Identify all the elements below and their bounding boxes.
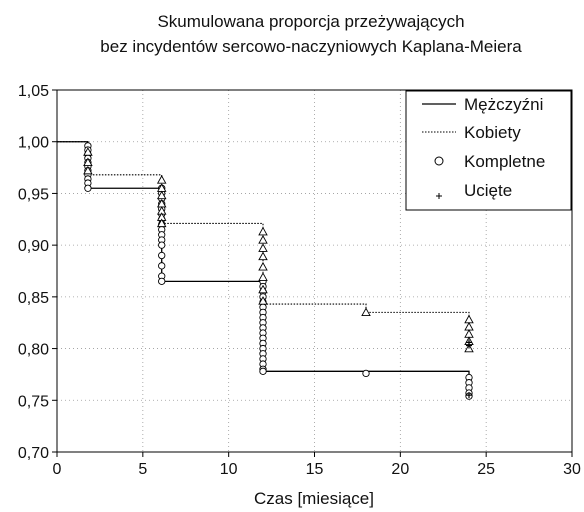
- legend-label-mezczyzni: Mężczyźni: [464, 95, 543, 114]
- censor-triangle: [464, 314, 474, 324]
- censor-markers: [83, 142, 474, 400]
- y-tick-label: 0,95: [18, 186, 49, 203]
- y-tick-label: 0,75: [18, 393, 49, 410]
- censor-circle: [158, 251, 166, 260]
- x-tick-label: 0: [53, 461, 62, 478]
- legend-swatch-uciete: [436, 193, 442, 199]
- x-tick-label: 5: [138, 461, 147, 478]
- legend-box: [405, 90, 572, 211]
- series-line-kobiety: [57, 141, 470, 320]
- censor-triangle: [83, 147, 93, 156]
- censor-triangle: [258, 251, 268, 261]
- censor-triangle: [258, 296, 268, 305]
- y-tick-label: 0,80: [18, 342, 49, 359]
- chart-title: Skumulowana proporcja przeżywających: [157, 12, 464, 31]
- censor-circle: [158, 277, 166, 285]
- x-tick-label: 30: [563, 461, 581, 478]
- x-tick-label: 25: [477, 461, 495, 478]
- censor-triangle: [258, 226, 268, 236]
- censor-triangle: [464, 329, 474, 338]
- y-tick-label: 0,85: [18, 290, 49, 307]
- censor-triangle: [83, 157, 93, 167]
- censor-triangle: [156, 218, 167, 228]
- censor-circle: [158, 241, 166, 249]
- legend-label-uciete: Ucięte: [464, 181, 512, 200]
- censor-triangle: [258, 272, 268, 281]
- censor-circle: [158, 262, 166, 270]
- legend-label-kompletne: Kompletne: [464, 152, 545, 171]
- censor-circle: [84, 184, 92, 192]
- legend-swatch-kompletne: [434, 156, 444, 166]
- x-tick-label: 10: [220, 461, 238, 478]
- x-axis-label: Czas [miesiące]: [254, 489, 374, 508]
- censor-triangle: [464, 321, 474, 331]
- censor-plus: [466, 342, 472, 349]
- censor-plus: [466, 392, 472, 399]
- y-axis: 0,70 0,75 0,80 0,85 0,90 0,95 1,00 1,05: [18, 83, 57, 462]
- censor-triangle: [83, 165, 93, 175]
- censor-circle: [259, 367, 267, 375]
- censor-triangle: [361, 307, 371, 317]
- y-tick-label: 1,00: [18, 135, 49, 152]
- censor-triangle: [258, 235, 268, 244]
- y-tick-label: 0,90: [18, 238, 49, 255]
- censor-triangle: [156, 175, 167, 184]
- x-axis: 0 5 10 15 20 25 30: [53, 452, 581, 478]
- censor-triangle: [258, 261, 268, 271]
- grid: [57, 90, 572, 452]
- y-tick-label: 0,70: [18, 445, 49, 462]
- x-tick-label: 15: [306, 461, 324, 478]
- chart-subtitle: bez incydentów sercowo-naczyniowych Kapl…: [100, 37, 522, 56]
- y-tick-label: 1,05: [18, 83, 49, 100]
- censor-triangle: [258, 243, 268, 252]
- legend-label-kobiety: Kobiety: [464, 123, 521, 142]
- x-tick-label: 20: [391, 461, 409, 478]
- censor-triangle: [156, 190, 167, 200]
- censor-triangle: [258, 284, 268, 294]
- legend: Mężczyźni Kobiety Kompletne Ucięte: [405, 90, 572, 211]
- censor-circle: [362, 369, 370, 378]
